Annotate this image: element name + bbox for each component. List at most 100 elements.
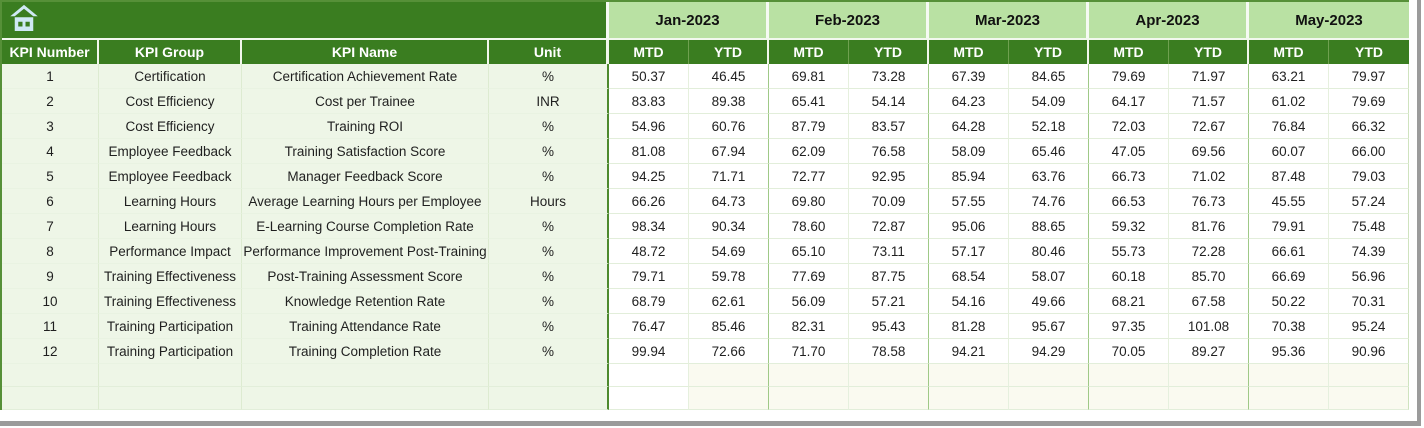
cell-value: 94.21 [929, 339, 1009, 364]
cell-kpi-name: Training Attendance Rate [242, 314, 489, 339]
cell-value: 87.75 [849, 264, 929, 289]
cell-unit: % [489, 339, 609, 364]
cell-kpi-group: Learning Hours [99, 189, 242, 214]
cell-unit: % [489, 239, 609, 264]
period-header-may-2023-ytd: YTD [1329, 40, 1409, 64]
cell-value: 52.18 [1009, 114, 1089, 139]
cell-value: 71.71 [689, 164, 769, 189]
cell-kpi-number: 6 [2, 189, 99, 214]
table-row: 9 Training Effectiveness Post-Training Ass… [2, 264, 1409, 289]
cell-value: 64.23 [929, 89, 1009, 114]
cell-value: 64.17 [1089, 89, 1169, 114]
cell-value: 83.57 [849, 114, 929, 139]
month-header-jan-2023: Jan-2023 [609, 2, 769, 38]
cell-value: 66.26 [609, 189, 689, 214]
cell-value: 62.61 [689, 289, 769, 314]
month-header-row: Jan-2023 Feb-2023 Mar-2023 Apr-2023 May-2023 [2, 2, 1409, 40]
empty-cell [1169, 387, 1249, 410]
cell-value: 54.14 [849, 89, 929, 114]
cell-value: 58.07 [1009, 264, 1089, 289]
cell-value: 85.94 [929, 164, 1009, 189]
cell-value: 80.46 [1009, 239, 1089, 264]
cell-value: 83.83 [609, 89, 689, 114]
cell-value: 78.58 [849, 339, 929, 364]
cell-kpi-name: Performance Improvement Post-Training [242, 239, 489, 264]
cell-kpi-group: Cost Efficiency [99, 89, 242, 114]
cell-kpi-name: Knowledge Retention Rate [242, 289, 489, 314]
cell-kpi-group: Employee Feedback [99, 164, 242, 189]
cell-value: 66.69 [1249, 264, 1329, 289]
cell-value: 70.38 [1249, 314, 1329, 339]
cell-value: 76.58 [849, 139, 929, 164]
cell-kpi-name: Cost per Trainee [242, 89, 489, 114]
cell-value: 79.69 [1329, 89, 1409, 114]
empty-row [2, 387, 1409, 410]
cell-kpi-group: Training Participation [99, 314, 242, 339]
column-header-kpi-group: KPI Group [99, 40, 242, 64]
cell-value: 68.21 [1089, 289, 1169, 314]
empty-cell [242, 387, 489, 410]
empty-cell [489, 364, 609, 387]
cell-kpi-number: 2 [2, 89, 99, 114]
cell-unit: % [489, 314, 609, 339]
column-header-kpi-name: KPI Name [242, 40, 489, 64]
empty-cell [1329, 387, 1409, 410]
cell-kpi-number: 9 [2, 264, 99, 289]
cell-value: 95.67 [1009, 314, 1089, 339]
cell-value: 99.94 [609, 339, 689, 364]
cell-kpi-group: Learning Hours [99, 214, 242, 239]
cell-value: 73.28 [849, 64, 929, 89]
cell-value: 63.76 [1009, 164, 1089, 189]
cell-unit: % [489, 139, 609, 164]
cell-value: 85.46 [689, 314, 769, 339]
cell-value: 72.28 [1169, 239, 1249, 264]
table-row: 2 Cost Efficiency Cost per Trainee INR 83.83… [2, 89, 1409, 114]
cell-value: 64.73 [689, 189, 769, 214]
cell-value: 57.17 [929, 239, 1009, 264]
table-row: 6 Learning Hours Average Learning Hours pe… [2, 189, 1409, 214]
cell-value: 74.39 [1329, 239, 1409, 264]
table-row: 1 Certification Certification Achievement … [2, 64, 1409, 89]
cell-value: 66.73 [1089, 164, 1169, 189]
empty-cell [1089, 387, 1169, 410]
home-button[interactable] [8, 4, 40, 36]
cell-value: 90.96 [1329, 339, 1409, 364]
cell-value: 72.66 [689, 339, 769, 364]
cell-value: 55.73 [1089, 239, 1169, 264]
cell-value: 66.00 [1329, 139, 1409, 164]
empty-cell [769, 387, 849, 410]
table-row: 8 Performance Impact Performance Improveme… [2, 239, 1409, 264]
cell-value: 95.06 [929, 214, 1009, 239]
period-header-mar-2023-mtd: MTD [929, 40, 1009, 64]
cell-value: 68.54 [929, 264, 1009, 289]
cell-value: 54.69 [689, 239, 769, 264]
cell-unit: % [489, 114, 609, 139]
empty-cell [769, 364, 849, 387]
cell-value: 85.70 [1169, 264, 1249, 289]
empty-cell [1089, 364, 1169, 387]
period-header-apr-2023-ytd: YTD [1169, 40, 1249, 64]
cell-value: 58.09 [929, 139, 1009, 164]
cell-value: 76.73 [1169, 189, 1249, 214]
cell-value: 79.03 [1329, 164, 1409, 189]
empty-cell [489, 387, 609, 410]
cell-value: 48.72 [609, 239, 689, 264]
cell-value: 75.48 [1329, 214, 1409, 239]
cell-unit: INR [489, 89, 609, 114]
period-header-may-2023-mtd: MTD [1249, 40, 1329, 64]
cell-value: 76.84 [1249, 114, 1329, 139]
cell-unit: % [489, 214, 609, 239]
cell-value: 82.31 [769, 314, 849, 339]
empty-cell [929, 387, 1009, 410]
period-header-apr-2023-mtd: MTD [1089, 40, 1169, 64]
table-row: 11 Training Participation Training Attenda… [2, 314, 1409, 339]
cell-value: 66.61 [1249, 239, 1329, 264]
cell-value: 73.11 [849, 239, 929, 264]
empty-cell [2, 364, 99, 387]
cell-value: 63.21 [1249, 64, 1329, 89]
cell-kpi-name: Post-Training Assessment Score [242, 264, 489, 289]
cell-value: 69.56 [1169, 139, 1249, 164]
cell-value: 76.47 [609, 314, 689, 339]
period-header-feb-2023-ytd: YTD [849, 40, 929, 64]
